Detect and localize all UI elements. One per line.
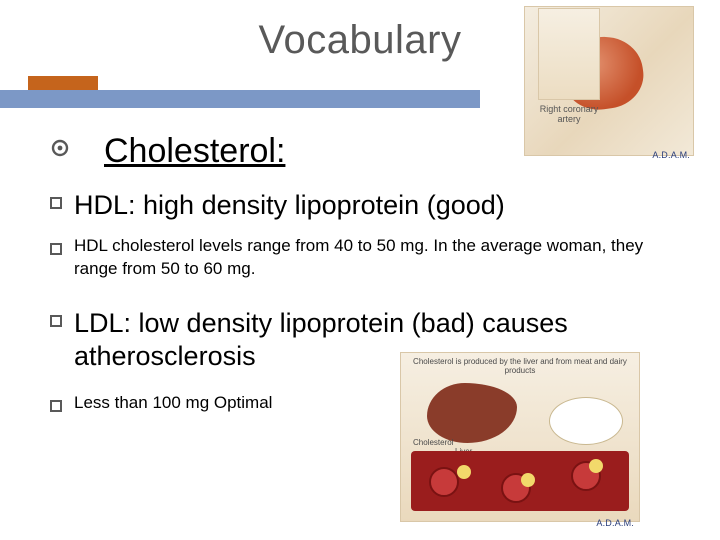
square-bullet-icon	[50, 315, 62, 327]
list-item: HDL: high density lipoprotein (good)	[50, 189, 680, 223]
cholesterol-blob-shape	[457, 465, 471, 479]
cholesterol-label: Cholesterol	[413, 438, 453, 447]
square-bullet-icon	[50, 197, 62, 209]
blood-cell-shape	[429, 467, 459, 497]
cholesterol-blob-shape	[521, 473, 535, 487]
bullet-text: HDL: high density lipoprotein (good)	[74, 189, 505, 223]
accent-bar	[0, 90, 480, 108]
square-bullet-icon	[50, 243, 62, 255]
heading-row: Cholesterol:	[50, 132, 680, 171]
artery-inset-image	[538, 8, 600, 100]
list-item: HDL cholesterol levels range from 40 to …	[50, 235, 680, 281]
heading-cholesterol: Cholesterol:	[104, 132, 285, 171]
bullet-text: Less than 100 mg Optimal	[74, 392, 272, 415]
square-bullet-icon	[50, 400, 62, 412]
adam-credit-bottom: A.D.A.M.	[596, 518, 634, 528]
liver-shape	[427, 383, 517, 443]
ring-bullet-icon	[50, 138, 70, 158]
cholesterol-blob-shape	[589, 459, 603, 473]
artery-caption: Right coronary artery	[536, 104, 602, 124]
bullet-text: HDL cholesterol levels range from 40 to …	[74, 235, 680, 281]
cholesterol-diagram-image: Cholesterol is produced by the liver and…	[400, 352, 640, 522]
slide: Vocabulary Right coronary artery A.D.A.M…	[0, 0, 720, 540]
plate-shape	[549, 397, 623, 445]
accent-tab	[28, 76, 98, 90]
diagram-overlay-title: Cholesterol is produced by the liver and…	[401, 357, 639, 375]
